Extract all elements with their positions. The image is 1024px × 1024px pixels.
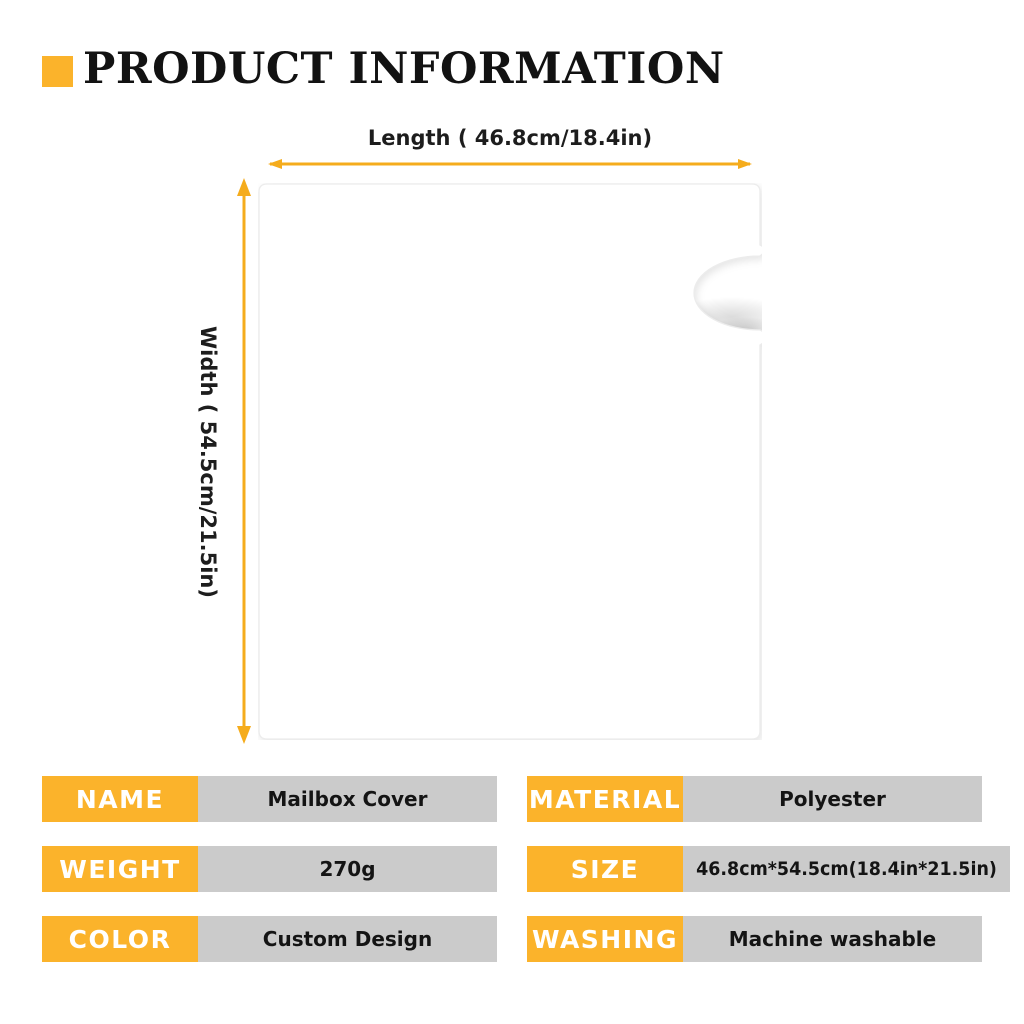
title-bullet-square-icon (42, 55, 73, 87)
spec-label-color: COLOR (42, 916, 198, 962)
page-title: PRODUCT INFORMATION (83, 44, 725, 94)
table-row: WEIGHT 270g (42, 846, 497, 892)
length-arrow-icon (268, 159, 752, 169)
spec-label-weight: WEIGHT (42, 846, 198, 892)
spec-table-left-column: NAME Mailbox Cover WEIGHT 270g COLOR Cus… (42, 776, 497, 962)
spec-value-color: Custom Design (198, 916, 497, 962)
spec-value-text: Machine washable (728, 927, 937, 951)
spec-value-material: Polyester (683, 776, 982, 822)
width-arrow-icon (237, 178, 251, 744)
spec-value-name: Mailbox Cover (198, 776, 497, 822)
length-dimension-label: Length ( 46.8cm/18.4in) (367, 126, 653, 150)
spec-label-size: SIZE (527, 846, 683, 892)
table-row: WASHING Machine washable (527, 916, 982, 962)
spec-value-text: Custom Design (262, 927, 433, 951)
width-dimension-label-box: Width ( 54.5cm/21.5in) (178, 183, 238, 740)
table-row: NAME Mailbox Cover (42, 776, 497, 822)
spec-label-material: MATERIAL (527, 776, 683, 822)
table-row: SIZE 46.8cm*54.5cm(18.4in*21.5in) (527, 846, 1010, 892)
spec-value-text: Mailbox Cover (267, 787, 428, 811)
width-dimension-label: Width ( 54.5cm/21.5in) (196, 325, 221, 598)
spec-value-weight: 270g (198, 846, 497, 892)
spec-value-text: Polyester (779, 787, 886, 811)
table-row: COLOR Custom Design (42, 916, 497, 962)
spec-label-name: NAME (42, 776, 198, 822)
spec-value-text: 46.8cm*54.5cm(18.4in*21.5in) (696, 858, 997, 880)
page-header: PRODUCT INFORMATION (42, 44, 725, 94)
spec-value-text: 270g (319, 857, 376, 881)
spec-label-washing: WASHING (527, 916, 683, 962)
spec-value-washing: Machine washable (683, 916, 982, 962)
mailbox-cover-silhouette (258, 183, 762, 740)
table-row: MATERIAL Polyester (527, 776, 982, 822)
dimension-diagram: Length ( 46.8cm/18.4in) Width ( 54.5cm/2… (178, 126, 762, 744)
spec-table-right-column: MATERIAL Polyester SIZE 46.8cm*54.5cm(18… (527, 776, 1010, 962)
spec-value-size: 46.8cm*54.5cm(18.4in*21.5in) (683, 846, 1010, 892)
